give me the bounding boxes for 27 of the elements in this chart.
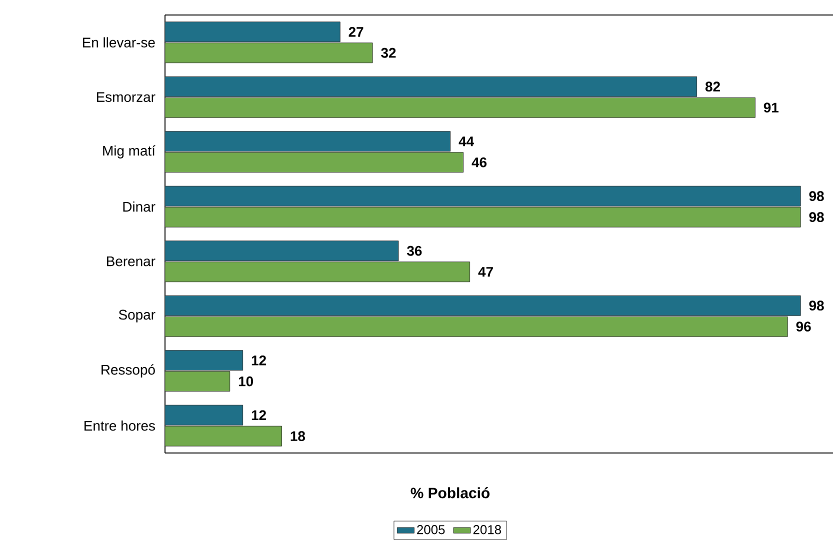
data-label: 91 (764, 102, 779, 113)
y-tick-label: Esmorzar (96, 92, 156, 102)
y-tick-label: En llevar-se (82, 37, 155, 48)
y-tick-label: Berenar (107, 256, 156, 266)
data-label: 18 (290, 431, 306, 442)
data-label: 98 (809, 212, 824, 222)
y-tick-label: Mig matí (103, 145, 156, 158)
x-axis-title: % Població (410, 487, 490, 498)
data-label: 27 (348, 26, 364, 37)
data-label: 12 (252, 410, 266, 420)
data-label: 96 (796, 322, 811, 332)
data-label: 32 (381, 48, 396, 58)
data-label: 36 (406, 246, 422, 256)
legend-label: 2005 (417, 525, 445, 534)
data-label: 44 (458, 136, 474, 146)
data-label: 47 (478, 267, 493, 277)
y-tick-label: Dinar (123, 201, 156, 212)
data-label: 12 (252, 355, 266, 366)
data-label: 98 (809, 191, 824, 202)
y-tick-label: Ressopó (102, 364, 155, 378)
y-tick-label: Sopar (118, 310, 156, 322)
y-tick-label: Entre hores (84, 420, 155, 431)
data-label: 82 (705, 82, 720, 92)
data-label: 46 (472, 157, 487, 168)
data-label: 98 (809, 300, 824, 311)
legend-label: 2018 (473, 525, 501, 534)
data-label: 10 (238, 376, 254, 386)
